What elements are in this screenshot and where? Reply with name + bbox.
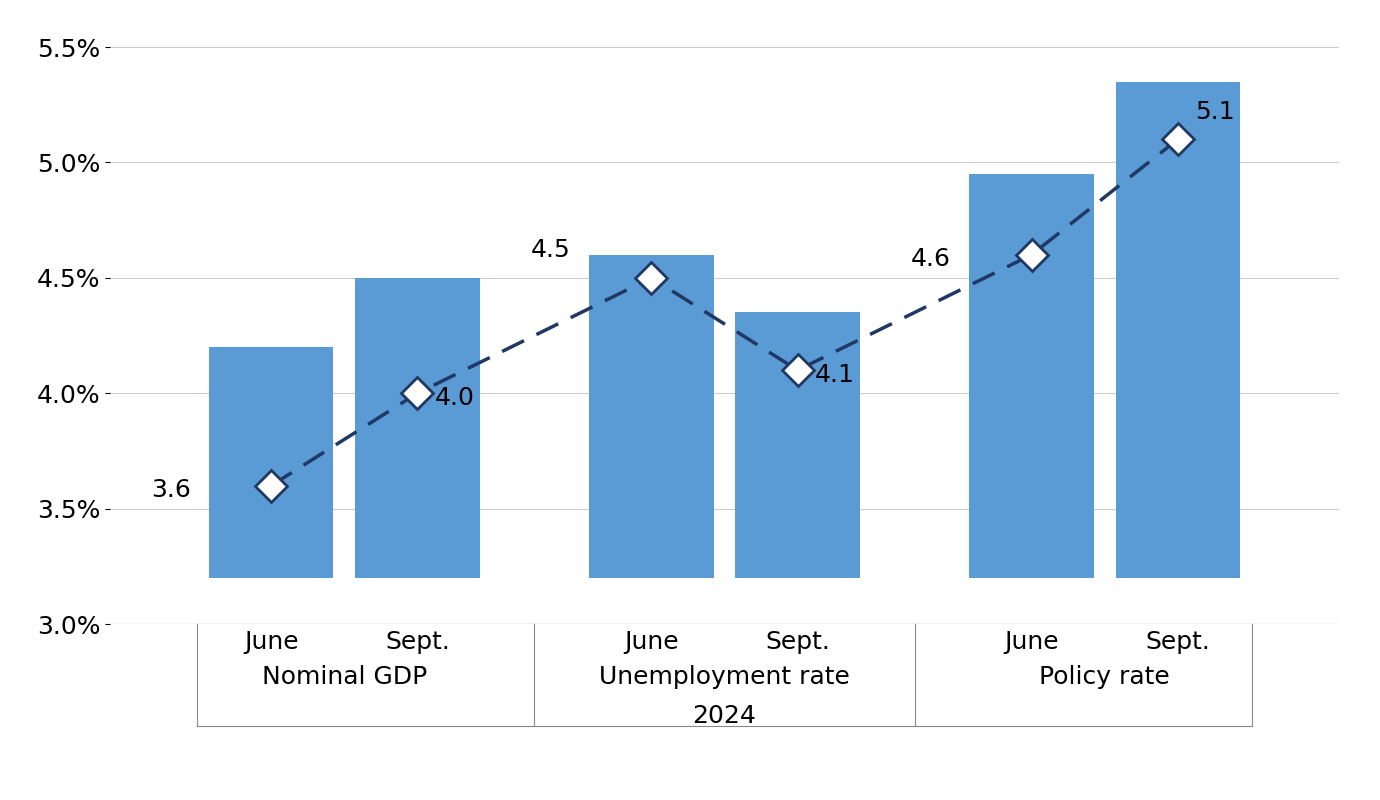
Text: 4.1: 4.1	[816, 362, 856, 386]
Text: Unemployment rate: Unemployment rate	[599, 665, 850, 689]
Bar	[969, 174, 1094, 578]
Text: June: June	[624, 630, 679, 654]
Bar	[355, 278, 480, 578]
Bar	[589, 254, 713, 578]
Text: Sept.: Sept.	[1145, 630, 1210, 654]
Bar	[1115, 82, 1239, 578]
Text: June: June	[244, 630, 298, 654]
Bar	[736, 313, 860, 578]
Text: 4.6: 4.6	[911, 247, 951, 271]
Text: 4.5: 4.5	[531, 238, 571, 262]
Bar	[210, 347, 334, 578]
Text: Sept.: Sept.	[765, 630, 829, 654]
Text: Sept.: Sept.	[385, 630, 450, 654]
Text: 3.6: 3.6	[150, 478, 190, 502]
Text: 5.1: 5.1	[1195, 100, 1235, 124]
Text: 4.0: 4.0	[435, 386, 475, 410]
Text: June: June	[1005, 630, 1058, 654]
Text: Nominal GDP: Nominal GDP	[262, 665, 426, 689]
Text: 2024: 2024	[693, 704, 756, 728]
Text: Policy rate: Policy rate	[1039, 665, 1170, 689]
